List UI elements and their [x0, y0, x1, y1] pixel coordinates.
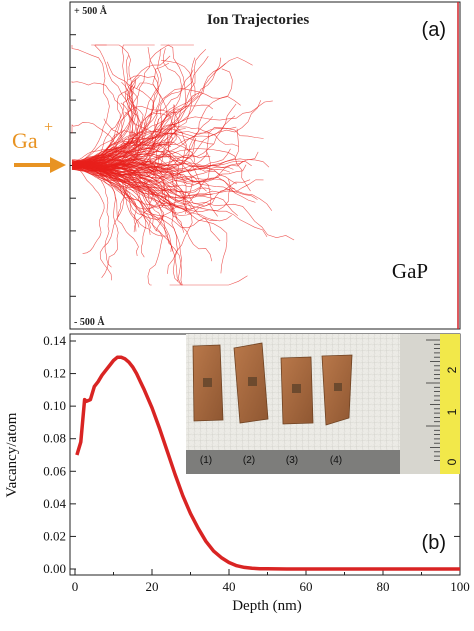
trajectory-path [71, 166, 105, 254]
inset-bottom-strip [186, 450, 400, 474]
trajectory-path [71, 165, 268, 238]
x-tick-label: 60 [300, 579, 313, 594]
trajectory-path [71, 62, 170, 168]
trajectory-path [71, 148, 154, 166]
ruler-label-1: 1 [445, 408, 459, 415]
x-tick-label: 80 [377, 579, 390, 594]
trajectory-path [71, 163, 178, 218]
trajectory-path [71, 164, 211, 207]
ion-charge: + [44, 119, 53, 136]
sample-3-mark [292, 384, 301, 393]
trajectory-path [71, 169, 151, 236]
y-tick-label: 0.10 [43, 398, 66, 413]
trajectory-path [72, 142, 160, 165]
x-tick-label: 0 [72, 579, 79, 594]
trajectory-path [71, 69, 194, 165]
trajectory-path [71, 166, 187, 214]
y-tick-label: 0.04 [43, 496, 66, 511]
y-tick-label: 0.02 [43, 528, 66, 543]
trajectory-path [71, 85, 136, 167]
sample-label-3: (3) [286, 455, 298, 466]
material-label: GaP [392, 259, 428, 283]
ruler-label-0: 0 [445, 458, 459, 465]
panel-b-label: (b) [422, 532, 446, 554]
trajectory-path [71, 44, 133, 166]
panel-a: + 500 Å - 500 Å Ion Trajectories (a) GaP… [12, 1, 461, 330]
panel-b-tick-labels: 0.000.020.040.060.080.100.120.140 20 40 60 8… [43, 333, 470, 594]
vacancy-curve [75, 355, 460, 571]
ion-label: Ga [12, 128, 38, 153]
ruler-yellow-strip [440, 334, 460, 474]
trajectory-path [72, 165, 194, 185]
trajectory-path [71, 44, 187, 170]
sample-1-mark [203, 378, 212, 387]
ion-annotation: Ga + [12, 119, 66, 173]
y-axis-label: Vacancy/atom [4, 412, 20, 497]
ion-trajectories [71, 44, 295, 286]
x-tick-label: 40 [223, 579, 236, 594]
trajectory-path [71, 81, 125, 166]
panel-a-label: (a) [422, 19, 446, 41]
trajectory-path [71, 104, 175, 168]
inset-photo: (1) (2) (3) (4) 2 1 0 [186, 334, 460, 474]
ruler-label-2: 2 [445, 366, 459, 373]
panel-b: 0.000.020.040.060.080.100.120.140 20 40 60 8… [4, 333, 470, 614]
x-tick-label: 100 [450, 579, 470, 594]
trajectory-path [71, 160, 252, 175]
trajectory-path [71, 141, 196, 163]
sample-label-1: (1) [200, 455, 212, 466]
trajectory-path [71, 138, 197, 170]
trajectory-path [71, 163, 112, 268]
trajectory-path [71, 159, 157, 184]
y-tick-label: 0.06 [43, 463, 66, 478]
sample-4-mark [334, 383, 342, 391]
y-tick-label: 0.14 [43, 333, 66, 348]
ion-arrow-head [50, 157, 66, 173]
sample-label-2: (2) [243, 455, 255, 466]
x-tick-label: 20 [146, 579, 159, 594]
ruler-ticks [426, 339, 440, 461]
bottom-depth-label: - 500 Å [74, 316, 105, 328]
trajectory-path [71, 148, 251, 192]
y-tick-label: 0.08 [43, 431, 66, 446]
panel-a-title: Ion Trajectories [207, 12, 309, 28]
sample-label-4: (4) [330, 455, 342, 466]
trajectory-path [71, 47, 159, 167]
y-tick-label: 0.00 [43, 561, 66, 576]
sample-2-mark [248, 377, 257, 386]
top-depth-label: + 500 Å [74, 5, 108, 17]
x-axis-label: Depth (nm) [232, 598, 302, 614]
trajectory-path [71, 45, 110, 166]
y-tick-label: 0.12 [43, 366, 66, 381]
